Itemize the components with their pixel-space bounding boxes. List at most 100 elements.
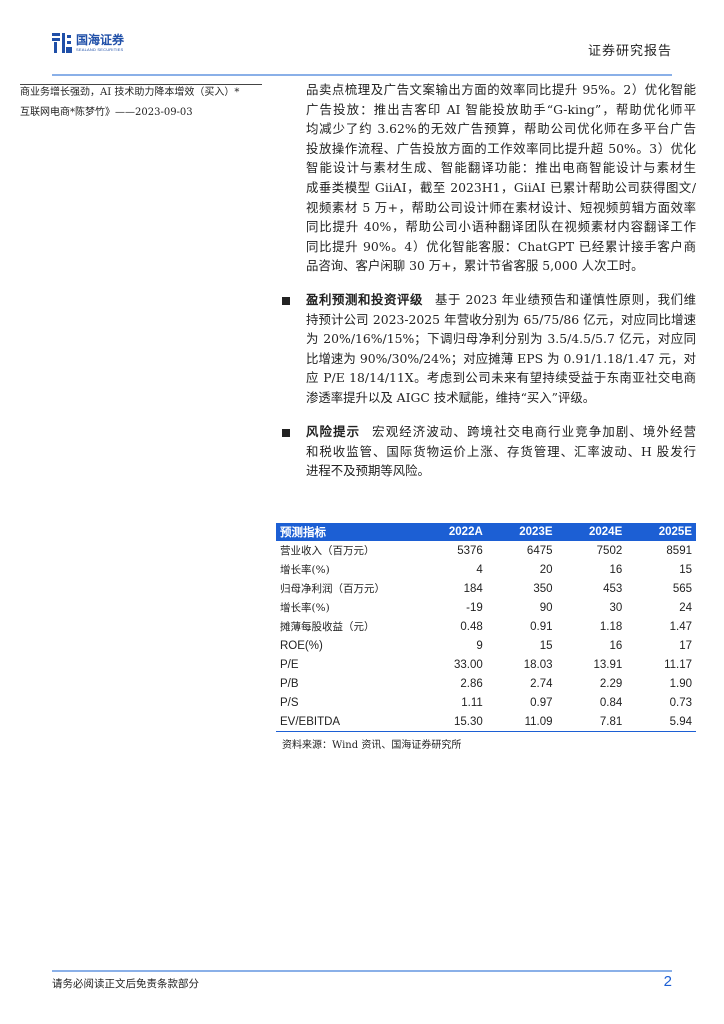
text-line: 同比提升 40%，帮助公司小语种翻译团队在视频素材内容翻译工作 (306, 219, 696, 235)
column-header: 2025E (626, 523, 696, 541)
text-line: 应 P/E 18/14/11X。考虑到公司未来有望持续受益于东南亚社交电商 (306, 370, 696, 386)
cell-value: 0.48 (460, 620, 483, 633)
cell-value: 0.91 (530, 620, 553, 633)
cell-value: 90 (539, 601, 553, 614)
bullet-icon (282, 429, 290, 437)
table-row: EV/EBITDA 15.30 11.09 7.81 5.94 (276, 712, 696, 732)
cell-value: 18.03 (523, 658, 553, 671)
table-row: P/E 33.00 18.03 13.91 11.17 (276, 655, 696, 674)
footer-disclaimer[interactable]: 请务必阅读正文后免责条款部分 (52, 978, 199, 990)
section-title: 盈利预测和投资评级 (306, 292, 423, 307)
cell-value: 6475 (526, 544, 553, 557)
table-row: 营业收入（百万元） 5376 6475 7502 8591 (276, 541, 696, 560)
table-row: P/B 2.86 2.74 2.29 1.90 (276, 674, 696, 693)
cell-value: 0.97 (530, 696, 553, 709)
cell-value: 17 (679, 639, 692, 652)
column-header: 2023E (486, 523, 557, 541)
cell-value: 9 (476, 639, 483, 652)
cell-value: -19 (466, 601, 483, 614)
cell-value: 2.86 (460, 677, 483, 690)
cell-value: 184 (463, 582, 483, 595)
company-logo: 国海证券 SEALAND SECURITIES (52, 33, 124, 53)
header-divider (52, 74, 672, 76)
cell-value: 16 (609, 639, 623, 652)
text-line-content: 基于 2023 年业绩预告和谨慎性原则，我们维 (435, 292, 696, 307)
cell-value: 7502 (596, 544, 623, 557)
table-row: 增长率(%) 4 20 16 15 (276, 560, 696, 579)
text-line: 均减少了约 3.62%的无效广告预算，帮助公司优化师在多平台广告 (306, 121, 696, 137)
cell-value: 5.94 (626, 712, 696, 732)
table-source: 资料来源：Wind 资讯、国海证券研究所 (282, 740, 462, 751)
table-row: 归母净利润（百万元） 184 350 453 565 (276, 579, 696, 598)
table-row: 摊薄每股收益（元） 0.48 0.91 1.18 1.47 (276, 617, 696, 636)
column-header: 2022A (416, 523, 487, 541)
text-line: 比增速为 90%/30%/24%；对应摊薄 EPS 为 0.91/1.18/1.… (306, 350, 696, 366)
cell-value: 1.90 (669, 677, 692, 690)
cell-value: 8591 (666, 544, 692, 557)
column-header: 预测指标 (276, 523, 416, 541)
cell-value: 5376 (457, 544, 483, 557)
text-line: 风险提示 宏观经济波动、跨境社交电商行业竞争加剧、境外经营 (306, 422, 696, 442)
cell-value: 453 (603, 582, 623, 595)
text-line: 为 20%/16%/15%；下调归母净利分别为 3.5/4.5/5.7 亿元，对… (306, 331, 696, 347)
page-number: 2 (663, 973, 672, 990)
section-title: 风险提示 (306, 424, 361, 439)
row-label: 归母净利润（百万元） (280, 583, 385, 595)
table-header-row: 预测指标 2022A 2023E 2024E 2025E (276, 523, 696, 541)
row-label: P/B (280, 677, 299, 690)
column-header: 2024E (556, 523, 627, 541)
cell-value: 4 (476, 563, 483, 576)
cell-value: 1.18 (599, 620, 623, 633)
cell-value: 30 (609, 601, 623, 614)
related-report-author-date[interactable]: 互联网电商*陈梦竹》——2023-09-03 (20, 107, 193, 118)
cell-value: 1.47 (669, 620, 692, 633)
row-label: 增长率(%) (280, 564, 330, 576)
text-line: 广告投放：推出吉客印 AI 智能投放助手“G-king”，帮助优化师平 (306, 101, 696, 117)
report-type: 证券研究报告 (587, 44, 672, 59)
cell-value: 350 (533, 582, 553, 595)
cell-value: 7.81 (556, 712, 627, 732)
related-report-title[interactable]: 商业务增长强劲，AI 技术助力降本增效（买入）* (20, 87, 240, 98)
row-label: P/E (280, 658, 299, 671)
cell-value: 13.91 (593, 658, 623, 671)
row-label: 摊薄每股收益（元） (280, 621, 375, 633)
row-label: P/S (280, 696, 299, 709)
text-line: 和税收监管、国际货物运价上涨、存货管理、汇率波动、H 股发行 (306, 443, 696, 459)
forecast-table: 预测指标 2022A 2023E 2024E 2025E 营业收入（百万元） 5376 64… (276, 523, 696, 732)
cell-value: 2.29 (599, 677, 623, 690)
cell-value: 15 (679, 563, 692, 576)
text-line: 同比提升 90%。4）优化智能客服：ChatGPT 已经累计接手客户商 (306, 238, 696, 254)
text-line: 持预计公司 2023-2025 年营收分别为 65/75/86 亿元，对应同比增… (306, 311, 696, 327)
cell-value: 2.74 (530, 677, 553, 690)
cell-value: 11.17 (664, 658, 692, 671)
text-line: 品卖点梳理及广告文案输出方面的效率同比提升 95%。2）优化智能 (306, 82, 696, 97)
footer-divider (52, 970, 672, 972)
logo-text: 国海证券 (76, 32, 125, 47)
intro-paragraph: 品卖点梳理及广告文案输出方面的效率同比提升 95%。2）优化智能 广告投放：推出吉… (306, 80, 696, 276)
logo-mark-icon (52, 33, 72, 53)
text-line: 成垂类模型 GiiAI，截至 2023H1，GiiAI 已累计帮助公司获得图文/ (306, 179, 696, 195)
cell-value: 0.84 (599, 696, 623, 709)
cell-value: 33.00 (454, 658, 483, 671)
cell-value: 15.30 (416, 712, 487, 732)
text-line: 盈利预测和投资评级 基于 2023 年业绩预告和谨慎性原则，我们维 (306, 290, 696, 310)
text-line: 品咨询、客户闲聊 30 万+，累计节省客服 5,000 人次工时。 (306, 258, 644, 274)
cell-value: 565 (672, 582, 692, 595)
risk-paragraph: 风险提示 宏观经济波动、跨境社交电商行业竞争加剧、境外经营 和税收监管、国际货物运价… (306, 422, 696, 481)
row-label: EV/EBITDA (276, 712, 416, 732)
table-row: P/S 1.11 0.97 0.84 0.73 (276, 693, 696, 712)
sidebar-divider (20, 84, 262, 85)
cell-value: 1.11 (461, 696, 483, 709)
cell-value: 0.73 (669, 696, 692, 709)
table-row: ROE(%) 9 15 16 17 (276, 636, 696, 655)
cell-value: 24 (679, 601, 692, 614)
cell-value: 16 (609, 563, 623, 576)
logo-subtext: SEALAND SECURITIES (76, 46, 124, 52)
cell-value: 11.09 (486, 712, 557, 732)
text-line: 智能设计与素材生成、智能翻译功能：推出电商智能设计与素材生 (306, 160, 696, 176)
text-line-content: 宏观经济波动、跨境社交电商行业竞争加剧、境外经营 (372, 424, 697, 439)
cell-value: 20 (539, 563, 553, 576)
row-label: ROE(%) (280, 639, 323, 652)
row-label: 营业收入（百万元） (280, 545, 375, 557)
text-line: 渗透率提升以及 AIGC 技术赋能，维持“买入”评级。 (306, 389, 596, 405)
